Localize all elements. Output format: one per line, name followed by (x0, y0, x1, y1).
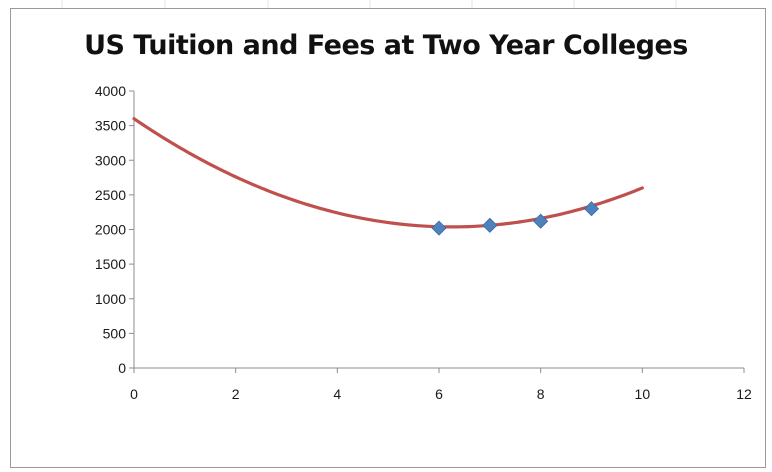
data-point-marker (583, 201, 600, 217)
data-point-marker (482, 217, 498, 233)
chart-area[interactable] (10, 8, 766, 468)
trendline-layer (132, 117, 644, 229)
x-tick-label: 12 (736, 386, 752, 402)
x-axis-ticks: 0 2 4 6 8 10 12 (130, 368, 752, 402)
y-tick-label: 3000 (95, 152, 126, 168)
trendline (132, 117, 644, 229)
marker-layer (431, 201, 600, 236)
x-tick-label: 8 (537, 386, 545, 402)
y-tick-label: 4000 (95, 83, 126, 99)
data-point-marker (533, 213, 549, 229)
y-tick-label: 2500 (95, 187, 126, 203)
x-tick-label: 4 (333, 386, 341, 402)
x-tick-label: 0 (130, 386, 138, 402)
x-tick-label: 6 (435, 386, 443, 402)
y-tick-label: 0 (118, 360, 126, 376)
y-tick-label: 1500 (95, 256, 126, 272)
x-tick-label: 2 (232, 386, 240, 402)
x-tick-label: 10 (635, 386, 651, 402)
data-point-marker (431, 220, 447, 236)
y-tick-label: 1000 (95, 291, 126, 307)
y-axis-ticks: 0 500 1000 1500 2000 2500 3000 3500 4000 (95, 83, 134, 376)
y-tick-label: 3500 (95, 118, 126, 134)
y-tick-label: 500 (103, 325, 127, 341)
chart-title: US Tuition and Fees at Two Year Colleges (84, 30, 688, 61)
y-tick-label: 2000 (95, 222, 126, 238)
